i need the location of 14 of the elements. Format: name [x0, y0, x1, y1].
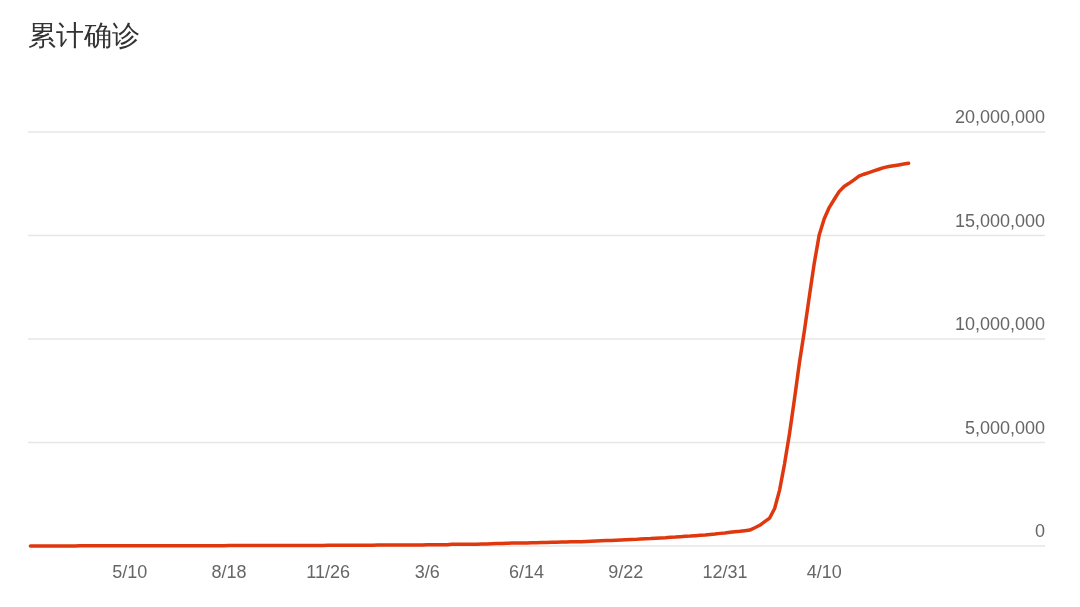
x-tick-label: 4/10: [806, 562, 842, 582]
y-tick-label: 5,000,000: [964, 417, 1045, 438]
x-tick-label: 3/6: [414, 562, 440, 582]
x-tick-label: 11/26: [306, 562, 350, 582]
x-tick-label: 8/18: [211, 562, 247, 582]
y-tick-label: 20,000,000: [954, 107, 1045, 127]
x-tick-label: 12/31: [702, 562, 748, 582]
x-tick-label: 9/22: [608, 562, 644, 582]
x-tick-label: 6/14: [509, 562, 545, 582]
y-tick-label: 0: [1034, 521, 1045, 541]
y-tick-label: 10,000,000: [954, 314, 1045, 334]
y-tick-label: 15,000,000: [954, 210, 1045, 231]
chart-title: 累计确诊: [28, 20, 140, 51]
x-tick-label: 5/10: [112, 562, 148, 582]
